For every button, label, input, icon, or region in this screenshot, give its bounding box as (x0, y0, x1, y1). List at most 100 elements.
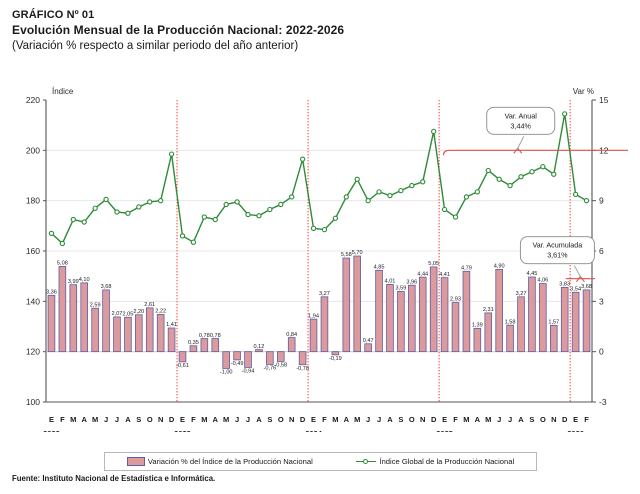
line-marker (518, 174, 524, 180)
month-label: F (191, 415, 196, 424)
bar-label: 5,58 (341, 252, 352, 258)
left-tick-160: 160 (26, 246, 40, 256)
line-marker (398, 187, 404, 194)
bar-label: 1,39 (472, 323, 483, 329)
bar-label: -0,58 (274, 363, 287, 369)
month-label: J (246, 415, 250, 424)
bar (298, 351, 307, 366)
line-marker (431, 128, 437, 135)
month-label: S (398, 415, 403, 424)
month-label: O (540, 415, 546, 424)
bar (178, 351, 187, 363)
year-label-2022: 2022 (43, 429, 60, 432)
month-label: O (147, 415, 153, 424)
bar-label: 3,96 (406, 279, 417, 285)
bar-label: 0,47 (363, 338, 374, 344)
bar (571, 291, 580, 353)
line-marker (387, 192, 393, 199)
line-marker (168, 151, 175, 157)
bar (539, 283, 547, 353)
year-label-2025: 2025 (436, 429, 453, 432)
month-label: F (60, 415, 65, 424)
month-label: D (562, 415, 568, 424)
month-label: A (475, 415, 481, 424)
bar (255, 349, 263, 353)
month-label: J (235, 415, 239, 424)
left-tick-180: 180 (26, 196, 40, 206)
bar-label: 0,78 (210, 333, 221, 339)
var-acumulada-leader (574, 265, 581, 277)
line-marker (147, 199, 153, 205)
var-anual-value: 3,44% (511, 121, 532, 130)
month-label: A (256, 415, 262, 424)
var-acumulada-value: 3,61% (547, 251, 568, 260)
bar-label: 2,31 (483, 307, 494, 313)
right-tick-9: 9 (599, 196, 604, 206)
bar-label: 1,94 (308, 313, 319, 319)
line-marker (59, 240, 66, 247)
bar (331, 351, 340, 356)
var-acumulada-title: Var. Acumulada (532, 241, 582, 250)
bar-label: 5,05 (428, 261, 439, 267)
line-swatch-icon (356, 458, 377, 466)
bar-label: 4,79 (461, 266, 472, 272)
source-note: Fuente: Instituto Nacional de Estadístic… (12, 474, 216, 483)
bar (495, 269, 503, 353)
bar-label: 3,27 (516, 291, 527, 297)
month-label: S (136, 415, 141, 424)
line-marker (354, 176, 360, 182)
chart-number: GRÁFICO Nº 01 (12, 9, 95, 21)
bar (473, 327, 482, 353)
line-marker (463, 194, 470, 200)
bar (69, 284, 78, 353)
bar (189, 345, 198, 353)
bar (560, 287, 569, 353)
bar-label: -0,61 (176, 363, 189, 369)
legend-item-bars: Variación % del Índice de la Producción … (126, 457, 313, 466)
line-marker (441, 206, 448, 213)
var-acumulada-callout-box (519, 236, 595, 265)
bar (451, 302, 460, 353)
line-marker (114, 209, 120, 215)
line-marker (452, 214, 459, 220)
bar (167, 327, 176, 353)
bar-label: 4,90 (494, 264, 505, 270)
bar (58, 266, 67, 353)
bar (528, 276, 536, 353)
bar-label: 3,36 (46, 289, 57, 295)
line-marker (485, 167, 491, 174)
line-marker (190, 239, 197, 245)
bar (266, 351, 274, 365)
chart-legend: Variación % del Índice de la Producción … (104, 452, 537, 471)
line-marker (310, 225, 317, 231)
line-marker (321, 226, 328, 233)
bar-label: -0,19 (329, 356, 342, 362)
bar (113, 316, 121, 353)
line-marker (70, 216, 76, 223)
bar-label: 1,41 (166, 322, 177, 328)
bar (386, 283, 394, 353)
legend-label-bars: Variación % del Índice de la Producción … (147, 457, 313, 466)
page-title: Evolución Mensual de la Producción Nacio… (12, 23, 345, 37)
bar (47, 294, 56, 353)
line-marker (332, 215, 339, 221)
line-marker (540, 164, 546, 170)
month-label: A (518, 415, 524, 424)
month-label: M (463, 415, 469, 424)
line-marker (223, 201, 229, 208)
bar (276, 351, 285, 362)
bar-label: 2,93 (450, 297, 461, 303)
month-label: D (300, 415, 306, 424)
right-tick-0: 0 (599, 347, 604, 357)
bar-label: 1,58 (505, 319, 516, 325)
line-marker (81, 219, 87, 225)
line-marker (562, 111, 568, 117)
bar-label: 3,54 (570, 286, 581, 292)
bar-label: -0,49 (231, 361, 244, 367)
line-marker (48, 230, 55, 237)
month-label: A (125, 415, 131, 424)
month-label: E (49, 415, 54, 424)
month-label: O (278, 415, 284, 424)
line-marker (289, 194, 295, 200)
left-tick-120: 120 (26, 347, 40, 357)
